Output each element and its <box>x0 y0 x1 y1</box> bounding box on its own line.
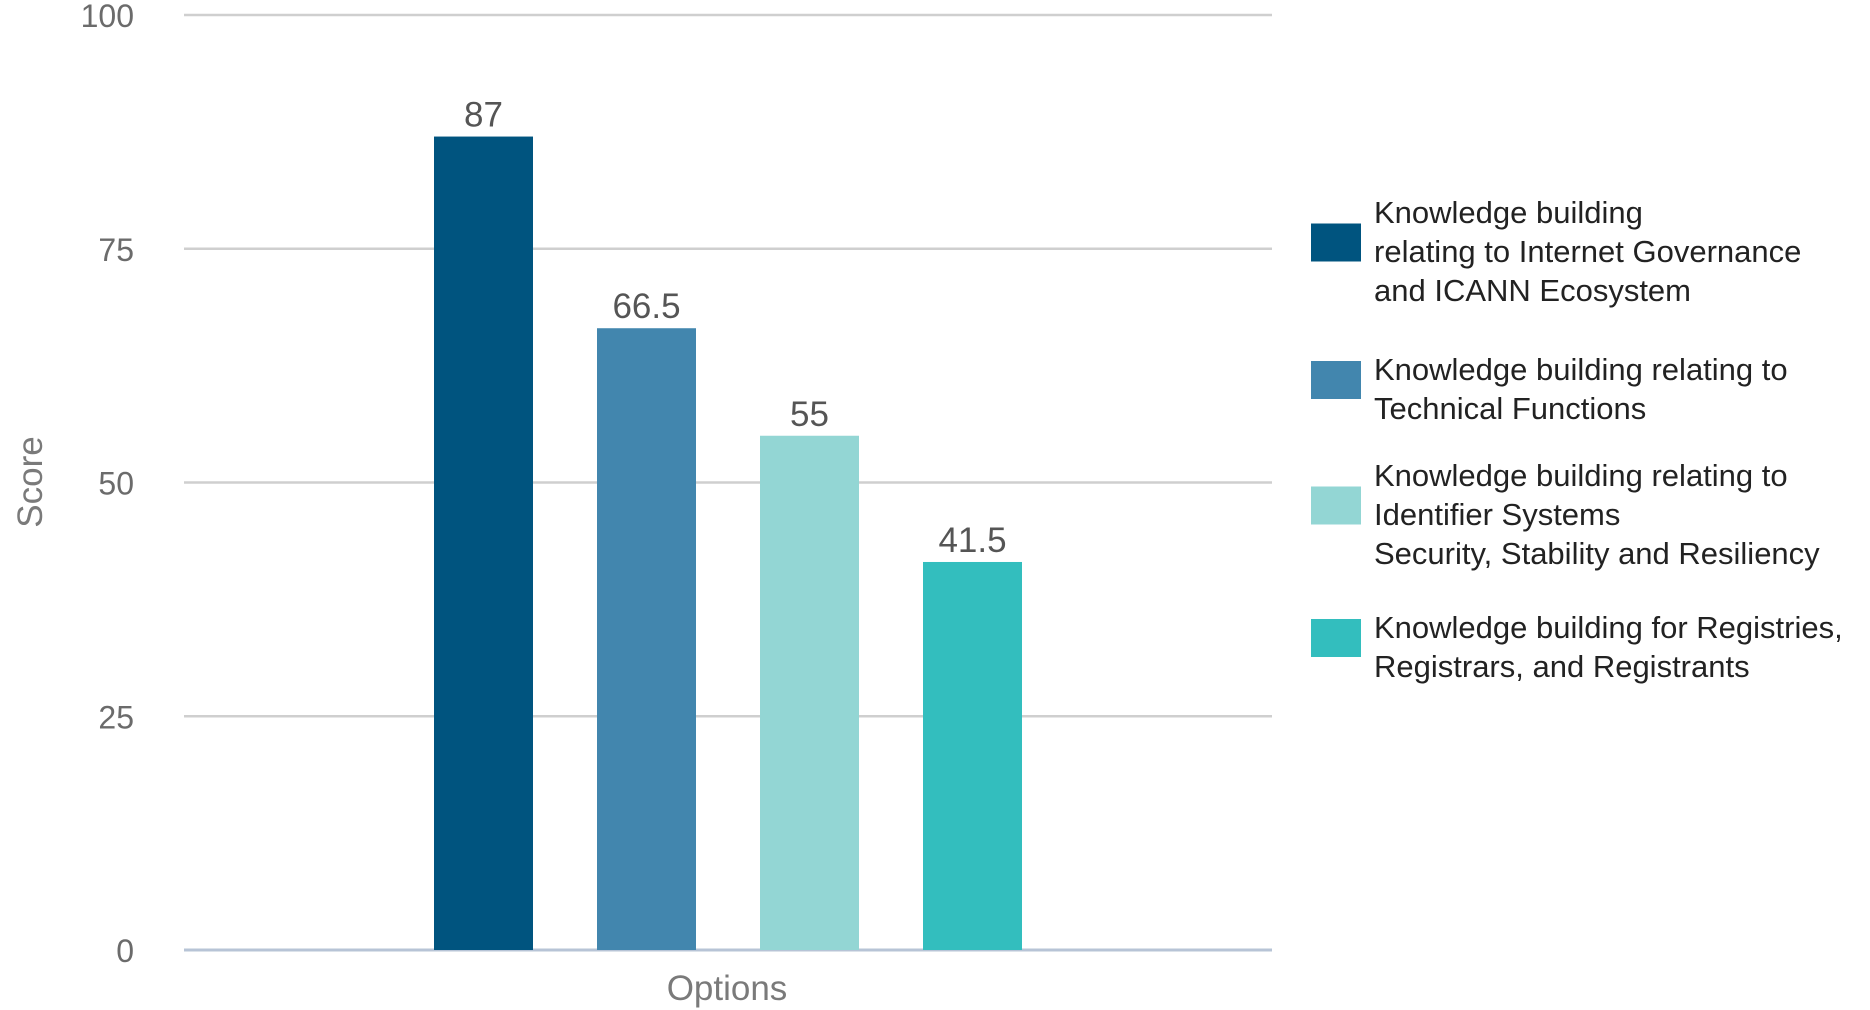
legend-swatch <box>1311 223 1361 262</box>
legend-label: relating to Internet Governance <box>1374 234 1801 269</box>
legend-label: Technical Functions <box>1374 391 1646 426</box>
legend-swatch <box>1311 486 1361 525</box>
legend-label: Knowledge building relating to <box>1374 352 1788 387</box>
legend-swatch <box>1311 619 1361 657</box>
legend-label: Registrars, and Registrants <box>1374 649 1750 684</box>
y-tick-label: 0 <box>116 933 134 969</box>
data-label: 66.5 <box>612 287 680 326</box>
legend-item: Knowledge building relating to Internet G… <box>1311 195 1801 308</box>
data-label: 87 <box>464 96 503 135</box>
y-axis-ticks: 0 25 50 75 100 <box>81 0 134 969</box>
legend-item: Knowledge building relating to Identifier… <box>1311 458 1820 571</box>
legend-label: Knowledge building <box>1374 195 1643 230</box>
legend-label: and ICANN Ecosystem <box>1374 273 1691 308</box>
legend-label: Knowledge building relating to <box>1374 458 1788 493</box>
bars <box>434 136 1022 951</box>
data-label: 41.5 <box>938 521 1006 560</box>
y-axis-title: Score <box>11 436 50 527</box>
y-tick-label: 75 <box>98 232 134 268</box>
y-tick-label: 50 <box>98 466 134 502</box>
legend-label: Knowledge building for Registries, <box>1374 610 1843 645</box>
legend-item: Knowledge building relating to Technical … <box>1311 352 1788 426</box>
bar <box>597 328 696 951</box>
y-tick-label: 25 <box>98 699 134 735</box>
data-labels: 87 66.5 55 41.5 <box>464 96 1007 560</box>
legend-label: Security, Stability and Resiliency <box>1374 536 1820 571</box>
bar <box>434 136 533 951</box>
legend-item: Knowledge building for Registries, Regist… <box>1311 610 1843 684</box>
legend-label: Identifier Systems <box>1374 497 1620 532</box>
bar <box>923 561 1022 950</box>
legend: Knowledge building relating to Internet G… <box>1311 195 1843 684</box>
data-label: 55 <box>790 395 829 434</box>
x-axis-title: Options <box>667 969 788 1008</box>
bar <box>760 435 859 950</box>
y-tick-label: 100 <box>81 0 134 34</box>
gridlines <box>184 13 1272 952</box>
legend-swatch <box>1311 361 1361 399</box>
